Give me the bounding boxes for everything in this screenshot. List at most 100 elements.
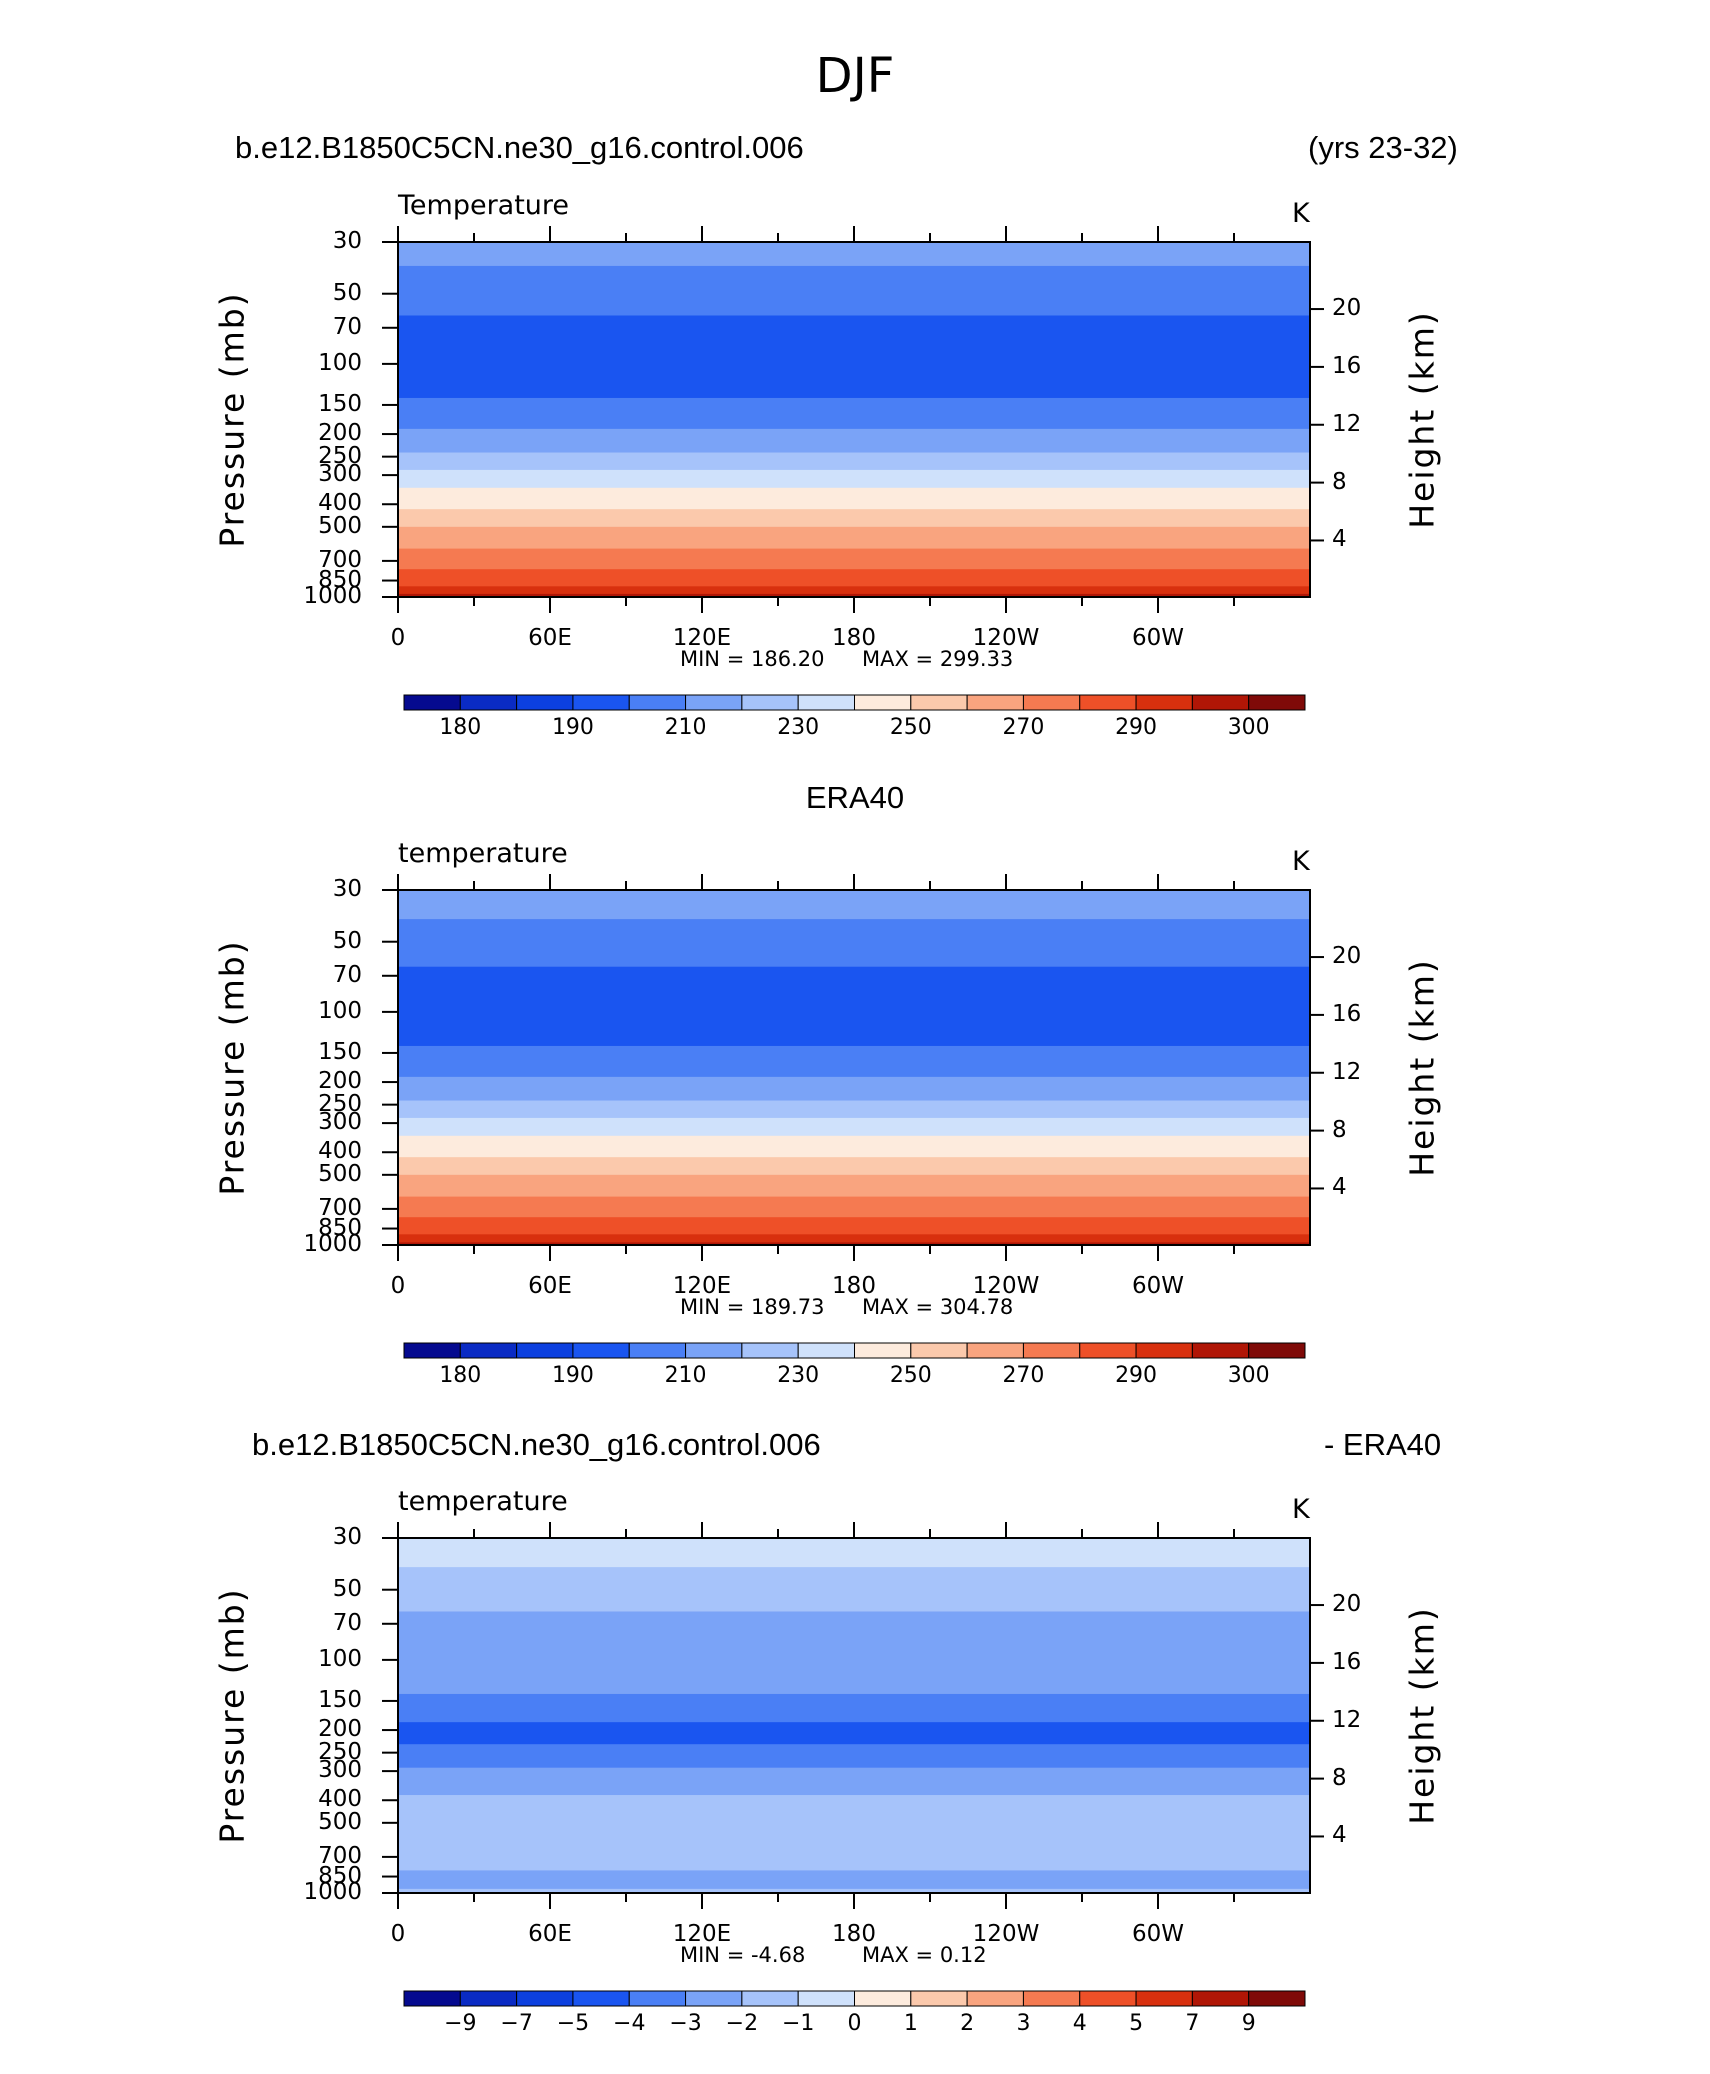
x-tick-label: 0 — [390, 1273, 406, 1299]
colorbar-label: 290 — [1115, 1363, 1158, 1388]
y-tick-label: 30 — [332, 228, 362, 254]
colorbar-label: 1 — [903, 2011, 918, 2036]
y-axis-label: Pressure (mb) — [212, 938, 252, 1196]
colorbar-label: 180 — [439, 715, 482, 740]
contour-band — [398, 397, 1310, 430]
colorbar-box — [966, 1990, 1024, 2007]
contour-band — [398, 1045, 1310, 1078]
contour-band — [398, 469, 1310, 489]
colorbar-box — [403, 1990, 461, 2007]
colorbar-label: 290 — [1115, 715, 1158, 740]
y-tick-label: 700 — [318, 1194, 362, 1221]
colorbar-box — [685, 694, 743, 711]
y-tick-label: 150 — [318, 1686, 362, 1713]
colorbar-label: 4 — [1072, 2011, 1087, 2036]
y-tick-label: 100 — [318, 997, 362, 1024]
contour-band — [398, 265, 1310, 317]
contour-band — [398, 1767, 1310, 1796]
colorbar-box — [1022, 694, 1081, 711]
panel-title: temperature — [398, 1486, 568, 1517]
colorbar-box — [966, 694, 1024, 711]
colorbar-label: −5 — [556, 2011, 590, 2036]
panel1-header-right: (yrs 23-32) — [1308, 130, 1458, 165]
colorbar-label: 230 — [777, 715, 820, 740]
colorbar-label: 9 — [1241, 2011, 1256, 2036]
y2-axis-label: Height (km) — [1402, 957, 1442, 1177]
y2-axis-label: Height (km) — [1402, 1605, 1442, 1825]
colorbar-box — [1079, 1342, 1137, 1359]
colorbar-box — [910, 1990, 968, 2007]
max-label: MAX = 0.12 — [862, 1943, 987, 1967]
y-axis-label: Pressure (mb) — [212, 290, 252, 548]
colorbar — [403, 694, 1306, 711]
y-tick-label: 1000 — [303, 1231, 362, 1257]
colorbar-box — [1248, 1990, 1306, 2007]
colorbar-label: −9 — [444, 2011, 477, 2036]
y-tick-label: 50 — [332, 1575, 362, 1602]
y-tick-label: 150 — [318, 390, 362, 417]
x-tick-label: 120W — [972, 1921, 1040, 1947]
y-tick-label: 30 — [332, 876, 362, 902]
colorbar — [403, 1342, 1306, 1359]
x-tick-label: 120E — [672, 625, 732, 651]
colorbar-label: −1 — [781, 2011, 815, 2036]
colorbar-label: 180 — [439, 1363, 482, 1388]
colorbar-label: 270 — [1002, 715, 1045, 740]
colorbar-label: −2 — [725, 2011, 759, 2036]
x-tick-label: 60E — [528, 1273, 572, 1299]
colorbar-box — [459, 1990, 518, 2007]
x-tick-label: 120W — [972, 625, 1040, 651]
contour-band — [398, 487, 1310, 510]
y-tick-label: 300 — [318, 461, 362, 488]
y2-tick-label: 16 — [1332, 1648, 1362, 1675]
x-tick-label: 0 — [390, 625, 406, 651]
colorbar-box — [797, 1342, 855, 1359]
contour-band — [398, 1722, 1310, 1745]
colorbar-box — [910, 1342, 968, 1359]
colorbar-label: 0 — [847, 2011, 862, 2036]
contour-band — [398, 242, 1310, 267]
x-tick-label: 60E — [528, 1921, 572, 1947]
panel1-header-left: b.e12.B1850C5CN.ne30_g16.control.006 — [235, 130, 804, 165]
colorbar-box — [1248, 694, 1306, 711]
colorbar-box — [572, 694, 630, 711]
contour-band — [398, 890, 1310, 920]
y-tick-label: 400 — [318, 1138, 362, 1165]
colorbar-box — [1135, 1990, 1193, 2007]
colorbar-box — [628, 1990, 687, 2007]
contour-band — [398, 509, 1310, 528]
y2-tick-label: 12 — [1332, 1706, 1362, 1733]
x-tick-label: 0 — [390, 1921, 406, 1947]
y-tick-label: 850 — [318, 566, 362, 593]
contour-band — [398, 1234, 1310, 1244]
panel2-header: ERA40 — [805, 780, 905, 815]
x-tick-label: 60E — [528, 625, 572, 651]
contour-band — [398, 1567, 1310, 1613]
colorbar-box — [459, 1342, 518, 1359]
y2-tick-label: 12 — [1332, 1058, 1362, 1085]
x-tick-label: 120W — [972, 1273, 1040, 1299]
y2-tick-label: 12 — [1332, 410, 1362, 437]
y-tick-label: 250 — [318, 442, 362, 469]
y-tick-label: 250 — [318, 1738, 362, 1765]
colorbar-label: 210 — [664, 1363, 707, 1388]
colorbar-box — [741, 1990, 799, 2007]
colorbar-label: 250 — [889, 715, 932, 740]
y-tick-label: 70 — [332, 1609, 362, 1636]
colorbar-box — [854, 1990, 912, 2007]
colorbar-box — [1079, 694, 1137, 711]
y2-tick-label: 4 — [1332, 1174, 1347, 1201]
contour-band — [398, 1100, 1310, 1119]
contour-band — [398, 452, 1310, 471]
colorbar-label: 210 — [664, 715, 707, 740]
contour-band — [398, 1841, 1310, 1872]
panel3-header-right: - ERA40 — [1324, 1427, 1442, 1462]
contour-band — [398, 1888, 1310, 1894]
contour-band — [398, 1870, 1310, 1890]
contour-band — [398, 428, 1310, 454]
colorbar-box — [741, 1342, 799, 1359]
colorbar — [403, 1990, 1306, 2007]
colorbar-label: −4 — [613, 2011, 646, 2036]
contour-band — [398, 1693, 1310, 1723]
